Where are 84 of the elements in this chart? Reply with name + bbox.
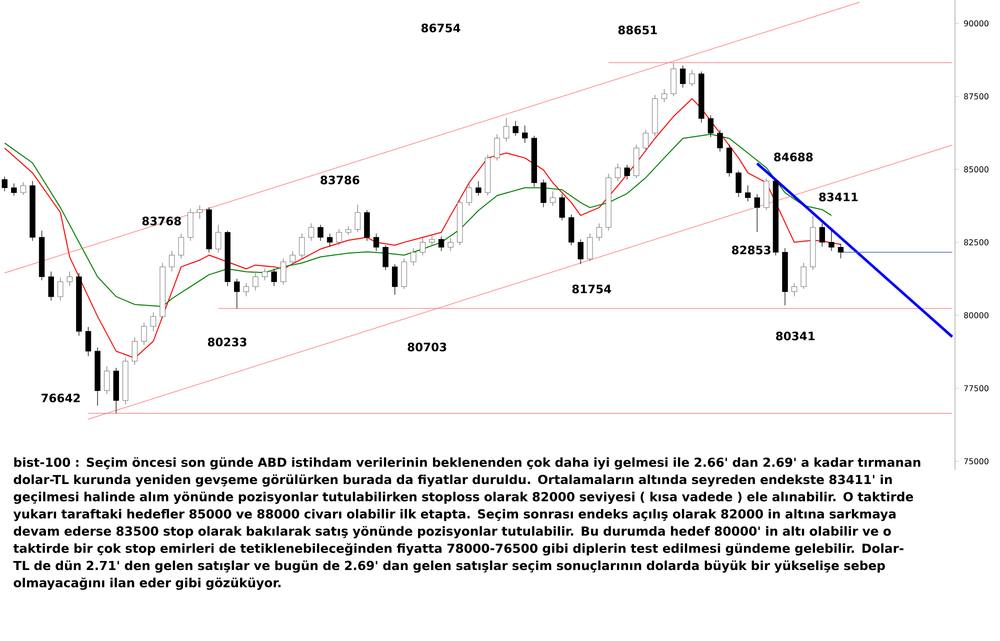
candlestick — [587, 233, 593, 262]
annotation: 76642 — [42, 394, 80, 402]
candlestick — [169, 250, 175, 272]
candlestick — [271, 268, 277, 286]
candlestick — [104, 366, 110, 394]
annotation: 84688 — [774, 152, 813, 162]
annotation: 81754 — [572, 284, 612, 294]
candlestick — [11, 183, 17, 196]
candlestick — [717, 130, 723, 152]
candlestick — [540, 179, 546, 208]
candlestick — [66, 271, 73, 286]
candlestick — [661, 88, 668, 102]
candlestick — [308, 223, 314, 242]
annotation: 80703 — [408, 342, 446, 352]
y-tick-label: 77500 — [964, 385, 988, 392]
candlestick — [336, 228, 342, 246]
annotation: 82853 — [732, 246, 770, 254]
candlestick — [680, 65, 686, 88]
candlestick — [708, 115, 714, 138]
candlestick — [522, 125, 528, 144]
candlestick — [178, 233, 184, 259]
y-tick-label: 82500 — [964, 239, 988, 246]
candlestick — [476, 180, 482, 196]
candlestick — [791, 282, 798, 297]
candlestick — [614, 163, 621, 182]
candlestick — [196, 204, 203, 220]
annotation: 88651 — [618, 26, 657, 34]
candlestick — [262, 268, 268, 281]
candlestick — [20, 182, 26, 196]
annotation: 80233 — [208, 338, 246, 346]
candlestick — [150, 312, 156, 332]
candlestick — [754, 194, 760, 232]
candlestick — [299, 233, 305, 259]
candlestick — [624, 164, 630, 180]
annotation: 86754 — [421, 24, 460, 32]
candlestick — [252, 272, 258, 291]
annotation: 83768 — [142, 216, 181, 226]
candlestick — [503, 118, 510, 142]
candlestick — [448, 238, 454, 252]
candlestick — [373, 233, 380, 252]
candlestick — [800, 262, 806, 290]
candlestick — [392, 264, 398, 296]
y-tick-label: 85000 — [964, 166, 988, 172]
candlestick — [132, 336, 138, 366]
candlestick — [466, 184, 472, 206]
candlestick — [58, 277, 64, 301]
candlestick — [420, 238, 426, 256]
y-tick-label: 90000 — [964, 20, 988, 26]
candlestick — [382, 244, 388, 270]
candlestick — [578, 239, 584, 264]
candlestick — [326, 233, 333, 247]
annotation: 80341 — [776, 332, 815, 340]
y-tick-label: 87500 — [964, 93, 988, 100]
candlestick — [828, 230, 834, 252]
candlestick — [354, 204, 361, 232]
candlestick — [744, 185, 751, 202]
candlestick — [642, 130, 649, 152]
candlestick — [280, 258, 286, 285]
candlestick — [234, 278, 240, 309]
candlestick — [838, 243, 844, 259]
candlestick — [318, 224, 324, 242]
candlestick — [429, 234, 435, 246]
y-tick-label: 75000 — [964, 458, 988, 464]
candlestick — [559, 194, 565, 221]
candlestick — [819, 223, 826, 247]
candlestick — [410, 248, 416, 266]
candlestick — [85, 326, 92, 356]
candlestick — [2, 176, 8, 192]
candlestick — [243, 282, 250, 297]
candlestick — [512, 120, 518, 136]
candlestick — [550, 190, 556, 206]
annotation: bist-100 : Seçim öncesi son günde ABD istihdam verilerinin beklenenden çok daha iyi gelmesi ile 2.66' dan 2.69' a kadar tırmanan dolar-TL kurunda yeniden gevşeme görülürken burada da fiyatlar duruldu. Ortalamaların altında seyreden endekste 83411' in geçilmesi halinde alım yönünde pozisyonlar tutulabilirken stoploss olarak 82000 seviyesi ( kısa vadede ) ele alınabilir. O taktirde yukarı taraftaki hedefler 85000 ve 88000 civarı olabilir ilk etapta. Seçim sonrası endeks açılış olarak 82000 in altına sarkmaya devam ederse 83500 stop olarak bakılarak satış yönünde pozisyonlar tutulabilir. Bu durumda hedef 80000' in altı olabilir ve o taktirde bir çok stop emirleri de tetiklenebileceğinden fiyatta 78000-76500 gibi diplerin test edilmesi gündeme gelebilir. Dolar-TL de dün 2.71' den gelen satışlar ve bugün de 2.69' dan gelen satışlar seçim sonuçlarının dolarda büyük bir yükselişe sebep olmayacağını ilan eder gibi gözüküyor. — [13, 457, 920, 590]
candlestick — [689, 70, 695, 86]
candlestick — [596, 223, 602, 242]
annotation: 83786 — [320, 176, 360, 184]
candlestick — [494, 134, 500, 161]
candlestick — [736, 170, 742, 198]
candlestick — [438, 236, 444, 252]
annotation: 83411 — [819, 192, 858, 202]
candlestick — [141, 322, 147, 346]
candlestick — [215, 224, 222, 253]
candlestick — [290, 250, 296, 266]
y-tick-label: 80000 — [964, 312, 988, 318]
candlestick — [48, 271, 54, 301]
